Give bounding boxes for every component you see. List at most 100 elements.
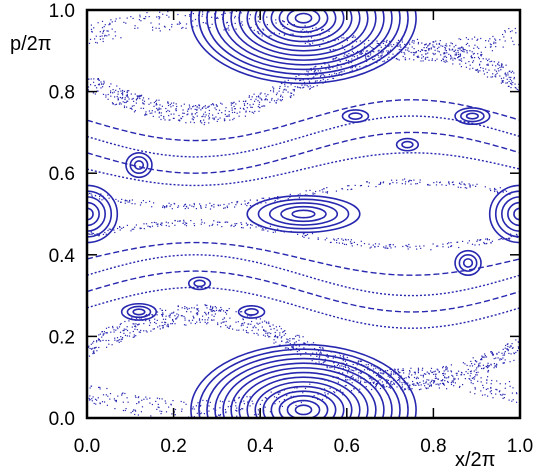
chaos-point [383, 246, 385, 248]
chaos-point [169, 119, 171, 121]
chaos-point [479, 64, 481, 66]
chaos-point [311, 343, 313, 345]
chaos-point [257, 203, 259, 205]
chaos-point [388, 50, 390, 52]
chaos-point [411, 374, 413, 376]
chaos-point [413, 59, 415, 61]
chaos-point [191, 319, 194, 321]
chaos-point [213, 220, 215, 222]
chaos-point [415, 183, 417, 185]
chaos-point [460, 371, 463, 373]
chaos-point [212, 103, 214, 105]
chaos-point [148, 16, 150, 18]
chaos-point [221, 401, 224, 403]
y-tick-label: 1.0 [49, 1, 75, 22]
chaos-point [263, 197, 265, 199]
chaos-point [194, 18, 197, 21]
chaos-point [328, 30, 330, 32]
chaos-point [458, 370, 460, 372]
chaos-point [317, 350, 320, 352]
chaos-point [404, 57, 406, 59]
chaos-point [320, 74, 322, 76]
chaos-point [259, 33, 261, 35]
chaos-point [126, 200, 128, 202]
chaos-point [391, 384, 393, 386]
chaos-point [472, 357, 474, 359]
chaos-point [337, 238, 339, 240]
chaos-point [249, 227, 251, 229]
chaos-point [97, 234, 99, 236]
chaos-point [164, 321, 166, 323]
chaos-point [495, 366, 497, 368]
chaos-point [119, 96, 121, 99]
chaos-point [272, 231, 274, 233]
chaos-point [92, 396, 94, 398]
chaos-point [441, 382, 444, 384]
chaos-point [256, 31, 258, 33]
chaos-point [474, 387, 476, 389]
chaos-point [126, 106, 128, 108]
chaos-point [417, 369, 420, 371]
chaos-point [469, 50, 471, 52]
chaos-point [460, 183, 462, 185]
chaos-point [468, 45, 470, 47]
chaos-point [121, 227, 123, 229]
chaos-point [127, 401, 129, 403]
chaos-point [222, 321, 224, 323]
chaos-point [88, 42, 91, 44]
chaos-point [259, 322, 261, 324]
y-tick-label: 0.2 [49, 327, 75, 348]
chaos-point [135, 224, 137, 226]
chaos-point [332, 67, 334, 69]
chaos-point [233, 397, 235, 399]
chaos-point [443, 56, 445, 58]
chaos-point [487, 366, 489, 368]
chaos-point [249, 205, 252, 207]
chaos-point [431, 58, 433, 60]
chaos-point [133, 409, 135, 411]
chaos-point [196, 309, 198, 311]
chaos-point [508, 76, 510, 78]
chaos-point [446, 52, 448, 54]
chaos-point [130, 93, 132, 95]
chaos-point [368, 39, 370, 42]
chaos-point [333, 39, 335, 41]
chaos-point [201, 107, 203, 109]
chaos-point [464, 378, 466, 380]
chaos-point [383, 60, 386, 62]
chaos-point [454, 54, 456, 56]
chaos-point [341, 45, 343, 47]
chaos-point [209, 208, 212, 210]
chaos-point [269, 336, 271, 338]
chaos-point [245, 111, 247, 113]
chaos-point [142, 103, 144, 105]
chaos-point [481, 53, 483, 56]
chaos-point [187, 207, 189, 209]
chaos-point [390, 381, 392, 383]
chaos-point [442, 45, 444, 47]
chaos-point [382, 373, 384, 375]
chaos-point [387, 375, 389, 377]
chaos-point [309, 383, 311, 385]
chaos-point [371, 388, 373, 391]
chaos-point [452, 63, 454, 65]
chaos-point [110, 95, 112, 97]
chaos-point [347, 185, 349, 187]
chaos-point [192, 26, 194, 28]
chaos-point [327, 356, 329, 358]
chaos-point [482, 384, 484, 386]
chaos-point [303, 236, 305, 238]
chaos-point [215, 17, 217, 19]
chaos-point [257, 323, 259, 325]
chaos-point [164, 206, 166, 208]
chaos-point [389, 51, 391, 53]
chaos-point [377, 374, 379, 376]
chaos-point [130, 107, 132, 109]
chaos-point [261, 99, 263, 101]
chaos-point [363, 371, 365, 374]
chaos-point [315, 73, 317, 75]
chaos-point [296, 334, 298, 336]
chaos-point [320, 352, 322, 354]
chaos-point [223, 310, 225, 312]
chaos-point [234, 223, 236, 225]
